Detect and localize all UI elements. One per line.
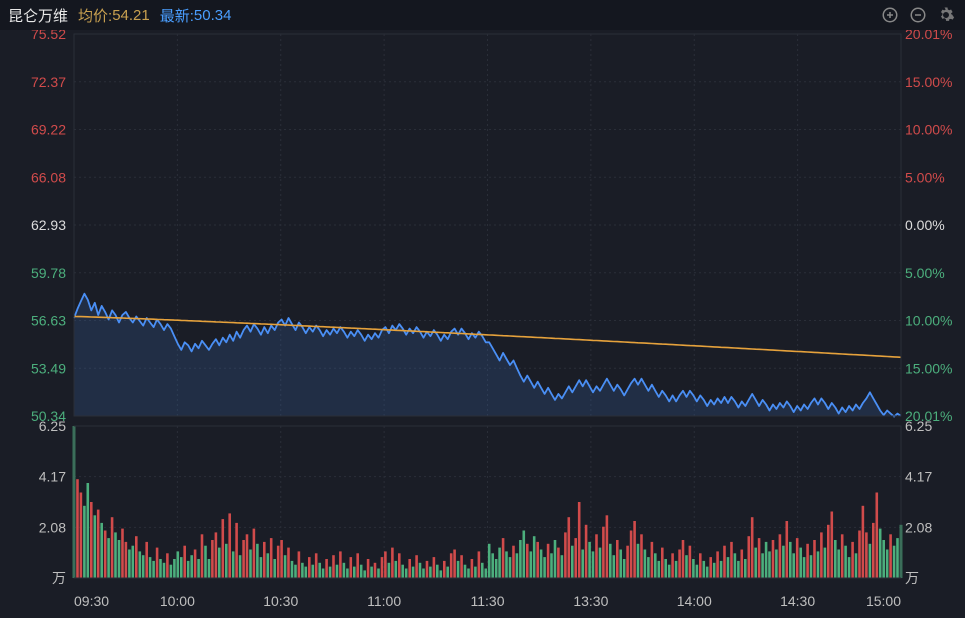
svg-text:0.00%: 0.00%	[905, 217, 945, 233]
svg-text:59.78: 59.78	[31, 265, 66, 281]
svg-text:75.52: 75.52	[31, 30, 66, 42]
svg-text:13:30: 13:30	[573, 593, 608, 609]
svg-text:11:00: 11:00	[367, 593, 401, 609]
svg-text:15:00: 15:00	[866, 593, 901, 609]
svg-text:2.08: 2.08	[39, 519, 66, 535]
svg-text:14:00: 14:00	[677, 593, 712, 609]
svg-text:10:30: 10:30	[263, 593, 298, 609]
svg-text:10.00%: 10.00%	[905, 313, 952, 329]
svg-text:5.00%: 5.00%	[905, 265, 945, 281]
svg-text:10.00%: 10.00%	[905, 122, 952, 138]
svg-text:6.25: 6.25	[39, 418, 66, 434]
svg-text:11:30: 11:30	[471, 593, 505, 609]
svg-text:20.01%: 20.01%	[905, 30, 952, 42]
svg-text:09:30: 09:30	[74, 593, 109, 609]
svg-text:15.00%: 15.00%	[905, 74, 952, 90]
chart-header: 昆仑万维 均价: 54.21 最新: 50.34	[0, 0, 965, 30]
stock-name: 昆仑万维	[8, 5, 68, 26]
avg-price-value: 54.21	[112, 7, 150, 24]
last-price-value: 50.34	[194, 7, 232, 24]
svg-text:56.63: 56.63	[31, 313, 66, 329]
svg-text:69.22: 69.22	[31, 122, 66, 138]
chart-area[interactable]: 75.52 20.01% 72.37 15.00% 69.22 10.00% 66.08 5.…	[0, 30, 965, 618]
svg-text:15.00%: 15.00%	[905, 360, 952, 376]
svg-text:53.49: 53.49	[31, 360, 66, 376]
svg-text:万: 万	[52, 570, 66, 586]
svg-text:5.00%: 5.00%	[905, 169, 945, 185]
svg-text:66.08: 66.08	[31, 169, 66, 185]
svg-text:6.25: 6.25	[905, 418, 932, 434]
zoom-in-icon[interactable]	[879, 4, 901, 26]
svg-text:10:00: 10:00	[160, 593, 195, 609]
svg-text:62.93: 62.93	[31, 217, 66, 233]
last-price-label: 最新:	[160, 5, 194, 26]
zoom-out-icon[interactable]	[907, 4, 929, 26]
svg-text:4.17: 4.17	[905, 469, 932, 485]
price-volume-chart: 75.52 20.01% 72.37 15.00% 69.22 10.00% 66.08 5.…	[0, 30, 965, 618]
gear-icon[interactable]	[935, 4, 957, 26]
svg-text:2.08: 2.08	[905, 519, 932, 535]
svg-text:72.37: 72.37	[31, 74, 66, 90]
svg-text:万: 万	[905, 570, 919, 586]
avg-price-label: 均价:	[78, 5, 112, 26]
svg-text:14:30: 14:30	[780, 593, 815, 609]
svg-text:4.17: 4.17	[39, 469, 66, 485]
